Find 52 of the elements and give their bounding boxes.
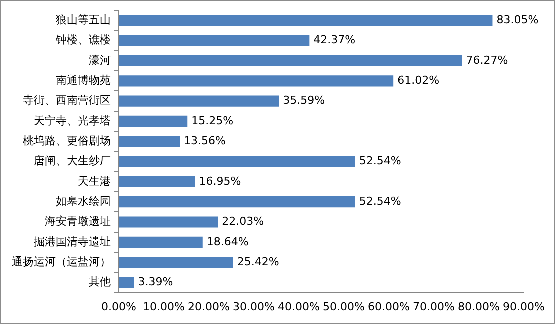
y-tick-label: 其他 bbox=[89, 276, 111, 289]
x-tick-label: 30.00% bbox=[233, 300, 275, 314]
data-label: 22.03% bbox=[222, 215, 264, 228]
data-label: 52.54% bbox=[359, 154, 402, 168]
y-tick-label: 通扬运河（运盐河） bbox=[12, 255, 111, 268]
x-tick-label: 10.00% bbox=[143, 300, 185, 314]
bar bbox=[119, 96, 280, 107]
bar bbox=[119, 136, 180, 148]
bar bbox=[119, 196, 356, 208]
data-label: 15.25% bbox=[192, 114, 234, 128]
data-label: 13.56% bbox=[184, 134, 226, 148]
data-label: 18.64% bbox=[206, 235, 249, 248]
y-tick-label: 钟楼、谯楼 bbox=[55, 34, 111, 47]
x-tick-label: 0.00% bbox=[102, 300, 136, 314]
x-tick-label: 50.00% bbox=[323, 300, 365, 314]
y-tick-label: 如皋水绘园 bbox=[56, 194, 111, 208]
bar bbox=[119, 55, 462, 67]
data-label: 52.54% bbox=[359, 194, 402, 208]
data-label: 25.42% bbox=[237, 255, 280, 268]
data-label: 76.27% bbox=[466, 54, 508, 67]
x-tick-label: 70.00% bbox=[413, 300, 455, 314]
x-tick-label: 80.00% bbox=[458, 300, 500, 314]
bar bbox=[119, 277, 134, 288]
x-tick-label: 20.00% bbox=[188, 300, 230, 314]
bar bbox=[119, 15, 493, 26]
data-label: 35.59% bbox=[283, 94, 326, 108]
x-tick-label: 90.00% bbox=[503, 300, 545, 314]
bar bbox=[119, 35, 310, 46]
bar bbox=[119, 216, 218, 228]
y-tick-label: 寺街、西南营街区 bbox=[23, 94, 111, 108]
y-tick-label: 桃坞路、更俗剧场 bbox=[23, 134, 111, 148]
x-tick-label: 40.00% bbox=[278, 300, 320, 314]
y-tick-label: 天生港 bbox=[78, 174, 111, 188]
data-label: 83.05% bbox=[496, 14, 539, 27]
y-tick-label: 掘港国清寺遗址 bbox=[34, 235, 111, 248]
bar bbox=[119, 116, 188, 128]
y-tick-label: 天宁寺、光孝塔 bbox=[34, 114, 111, 128]
data-label: 16.95% bbox=[199, 174, 242, 188]
y-tick-label: 濠河 bbox=[89, 54, 111, 67]
bar bbox=[119, 257, 234, 268]
y-tick-label: 南通博物苑 bbox=[56, 74, 111, 88]
bar bbox=[119, 176, 196, 188]
y-tick-label: 狼山等五山 bbox=[56, 14, 111, 27]
y-tick-label: 海安青墩遗址 bbox=[45, 215, 111, 228]
bar bbox=[119, 236, 203, 248]
y-tick-label: 唐闸、大生纱厂 bbox=[34, 154, 111, 168]
data-label: 3.39% bbox=[138, 276, 174, 289]
data-label: 61.02% bbox=[398, 74, 440, 88]
bar bbox=[119, 156, 356, 168]
data-label: 42.37% bbox=[314, 34, 356, 47]
x-tick-label: 60.00% bbox=[368, 300, 410, 314]
bar bbox=[119, 76, 394, 87]
